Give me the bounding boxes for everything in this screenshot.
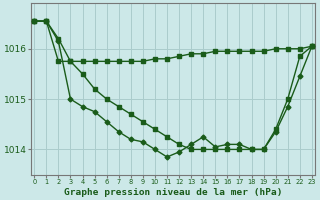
X-axis label: Graphe pression niveau de la mer (hPa): Graphe pression niveau de la mer (hPa) <box>64 188 282 197</box>
